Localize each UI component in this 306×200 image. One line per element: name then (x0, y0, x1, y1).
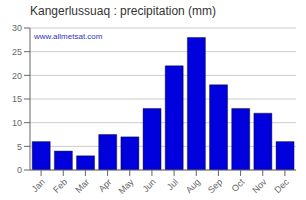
svg-text:Jun: Jun (141, 177, 158, 194)
svg-text:30: 30 (12, 23, 22, 33)
svg-text:10: 10 (12, 118, 22, 128)
svg-text:May: May (117, 177, 136, 196)
svg-text:Nov: Nov (250, 177, 269, 196)
html-text:www.allmetsat.com: www.allmetsat.com (34, 32, 103, 41)
svg-text:25: 25 (12, 47, 22, 57)
svg-text:Sep: Sep (206, 177, 224, 195)
svg-text:Mar: Mar (73, 177, 91, 195)
svg-text:0: 0 (17, 165, 22, 175)
svg-text:5: 5 (17, 142, 22, 152)
svg-text:Jan: Jan (30, 177, 47, 194)
svg-text:Apr: Apr (97, 177, 114, 194)
svg-text:Oct: Oct (230, 177, 247, 194)
svg-text:20: 20 (12, 71, 22, 81)
svg-text:Dec: Dec (272, 177, 291, 196)
svg-text:Feb: Feb (51, 177, 69, 195)
html-text:Kangerlussuaq : precipitation: Kangerlussuaq : precipitation (mm) (30, 4, 217, 18)
svg-text:Aug: Aug (184, 177, 202, 195)
svg-text:15: 15 (12, 94, 22, 104)
svg-text:Jul: Jul (165, 177, 180, 192)
